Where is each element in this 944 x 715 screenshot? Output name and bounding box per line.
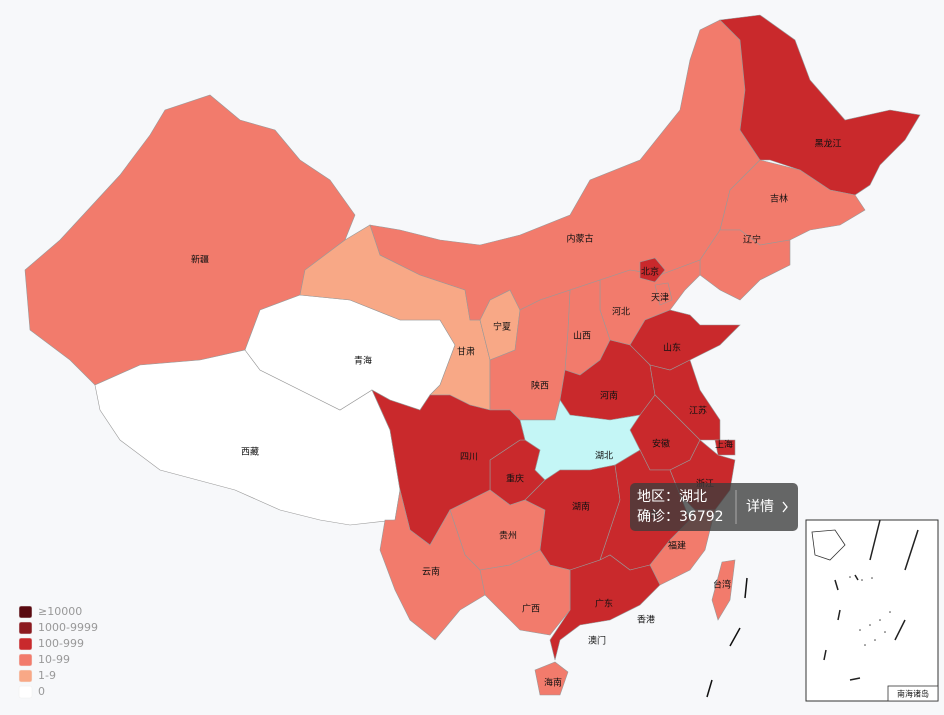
province-label: 黑龙江 [814,138,841,150]
province-label: 湖北 [595,451,613,462]
tooltip: 地区：湖北 确诊：36792 详情 [630,483,798,531]
province [379,489,486,641]
province [714,439,736,456]
inset-label: 南海诸岛 [897,689,929,699]
province-label: 辽宁 [743,234,761,246]
province [711,559,736,621]
province-label: 福建 [668,540,686,552]
province-label: 河北 [612,306,630,318]
province [479,549,571,636]
province-label: 北京 [641,266,659,278]
legend-swatch [18,621,33,635]
legend-label: 100-999 [38,637,84,650]
province-label: 海南 [544,677,562,689]
province-label: 安徽 [652,438,670,450]
province [654,282,673,306]
province-label: 甘肃 [457,346,475,358]
legend-label: 10-99 [38,653,70,666]
legend-label: 0 [38,685,45,698]
border-dashes [706,577,748,698]
province-label: 贵州 [499,530,517,542]
legend-swatch [18,653,33,667]
province-label: 天津 [651,293,669,304]
province-label: 山东 [663,342,681,354]
tooltip-region-value: 湖北 [679,489,707,505]
province-label: 四川 [460,453,478,463]
legend-swatch [18,605,33,619]
tooltip-region: 地区：湖北 [637,489,707,505]
province-label: 上海 [715,439,733,451]
province-label: 广东 [595,598,613,610]
details-text[interactable]: 详情 [746,499,774,515]
province-label: 澳门 [588,635,606,647]
province-label: 江苏 [689,405,707,417]
province [549,554,661,661]
province [534,661,569,696]
province-label: 内蒙古 [566,233,593,245]
province-label: 台湾 [713,579,731,591]
legend-swatch [18,685,33,699]
province [639,257,666,283]
province-label: 宁夏 [493,321,511,333]
province-label: 湖南 [572,501,590,513]
inset: 南海诸岛 [805,519,939,702]
details-button[interactable]: 详情 [746,499,788,515]
province-label: 新疆 [191,254,209,266]
province-label: 重庆 [506,473,524,485]
tooltip-confirmed: 确诊：36792 [637,509,724,525]
province-label: 陕西 [531,380,549,392]
province-label: 山西 [573,331,591,342]
province-label: 香港 [637,614,655,626]
province-label: 西藏 [241,446,259,458]
province [719,14,921,196]
province-label: 河南 [600,390,618,402]
legend-swatch [18,669,33,683]
legend-label: ≥10000 [38,605,82,618]
province-label: 青海 [354,355,372,367]
tooltip-confirmed-label: 确诊： [637,509,679,525]
tooltip-confirmed-value: 36792 [679,509,724,525]
legend-swatch [18,637,33,651]
legend-label: 1-9 [38,669,56,682]
legend-label: 1000-9999 [38,621,98,634]
province-label: 吉林 [770,193,788,205]
province-label: 广西 [522,603,540,615]
tooltip-region-label: 地区： [637,489,679,505]
province-label: 云南 [422,566,440,578]
